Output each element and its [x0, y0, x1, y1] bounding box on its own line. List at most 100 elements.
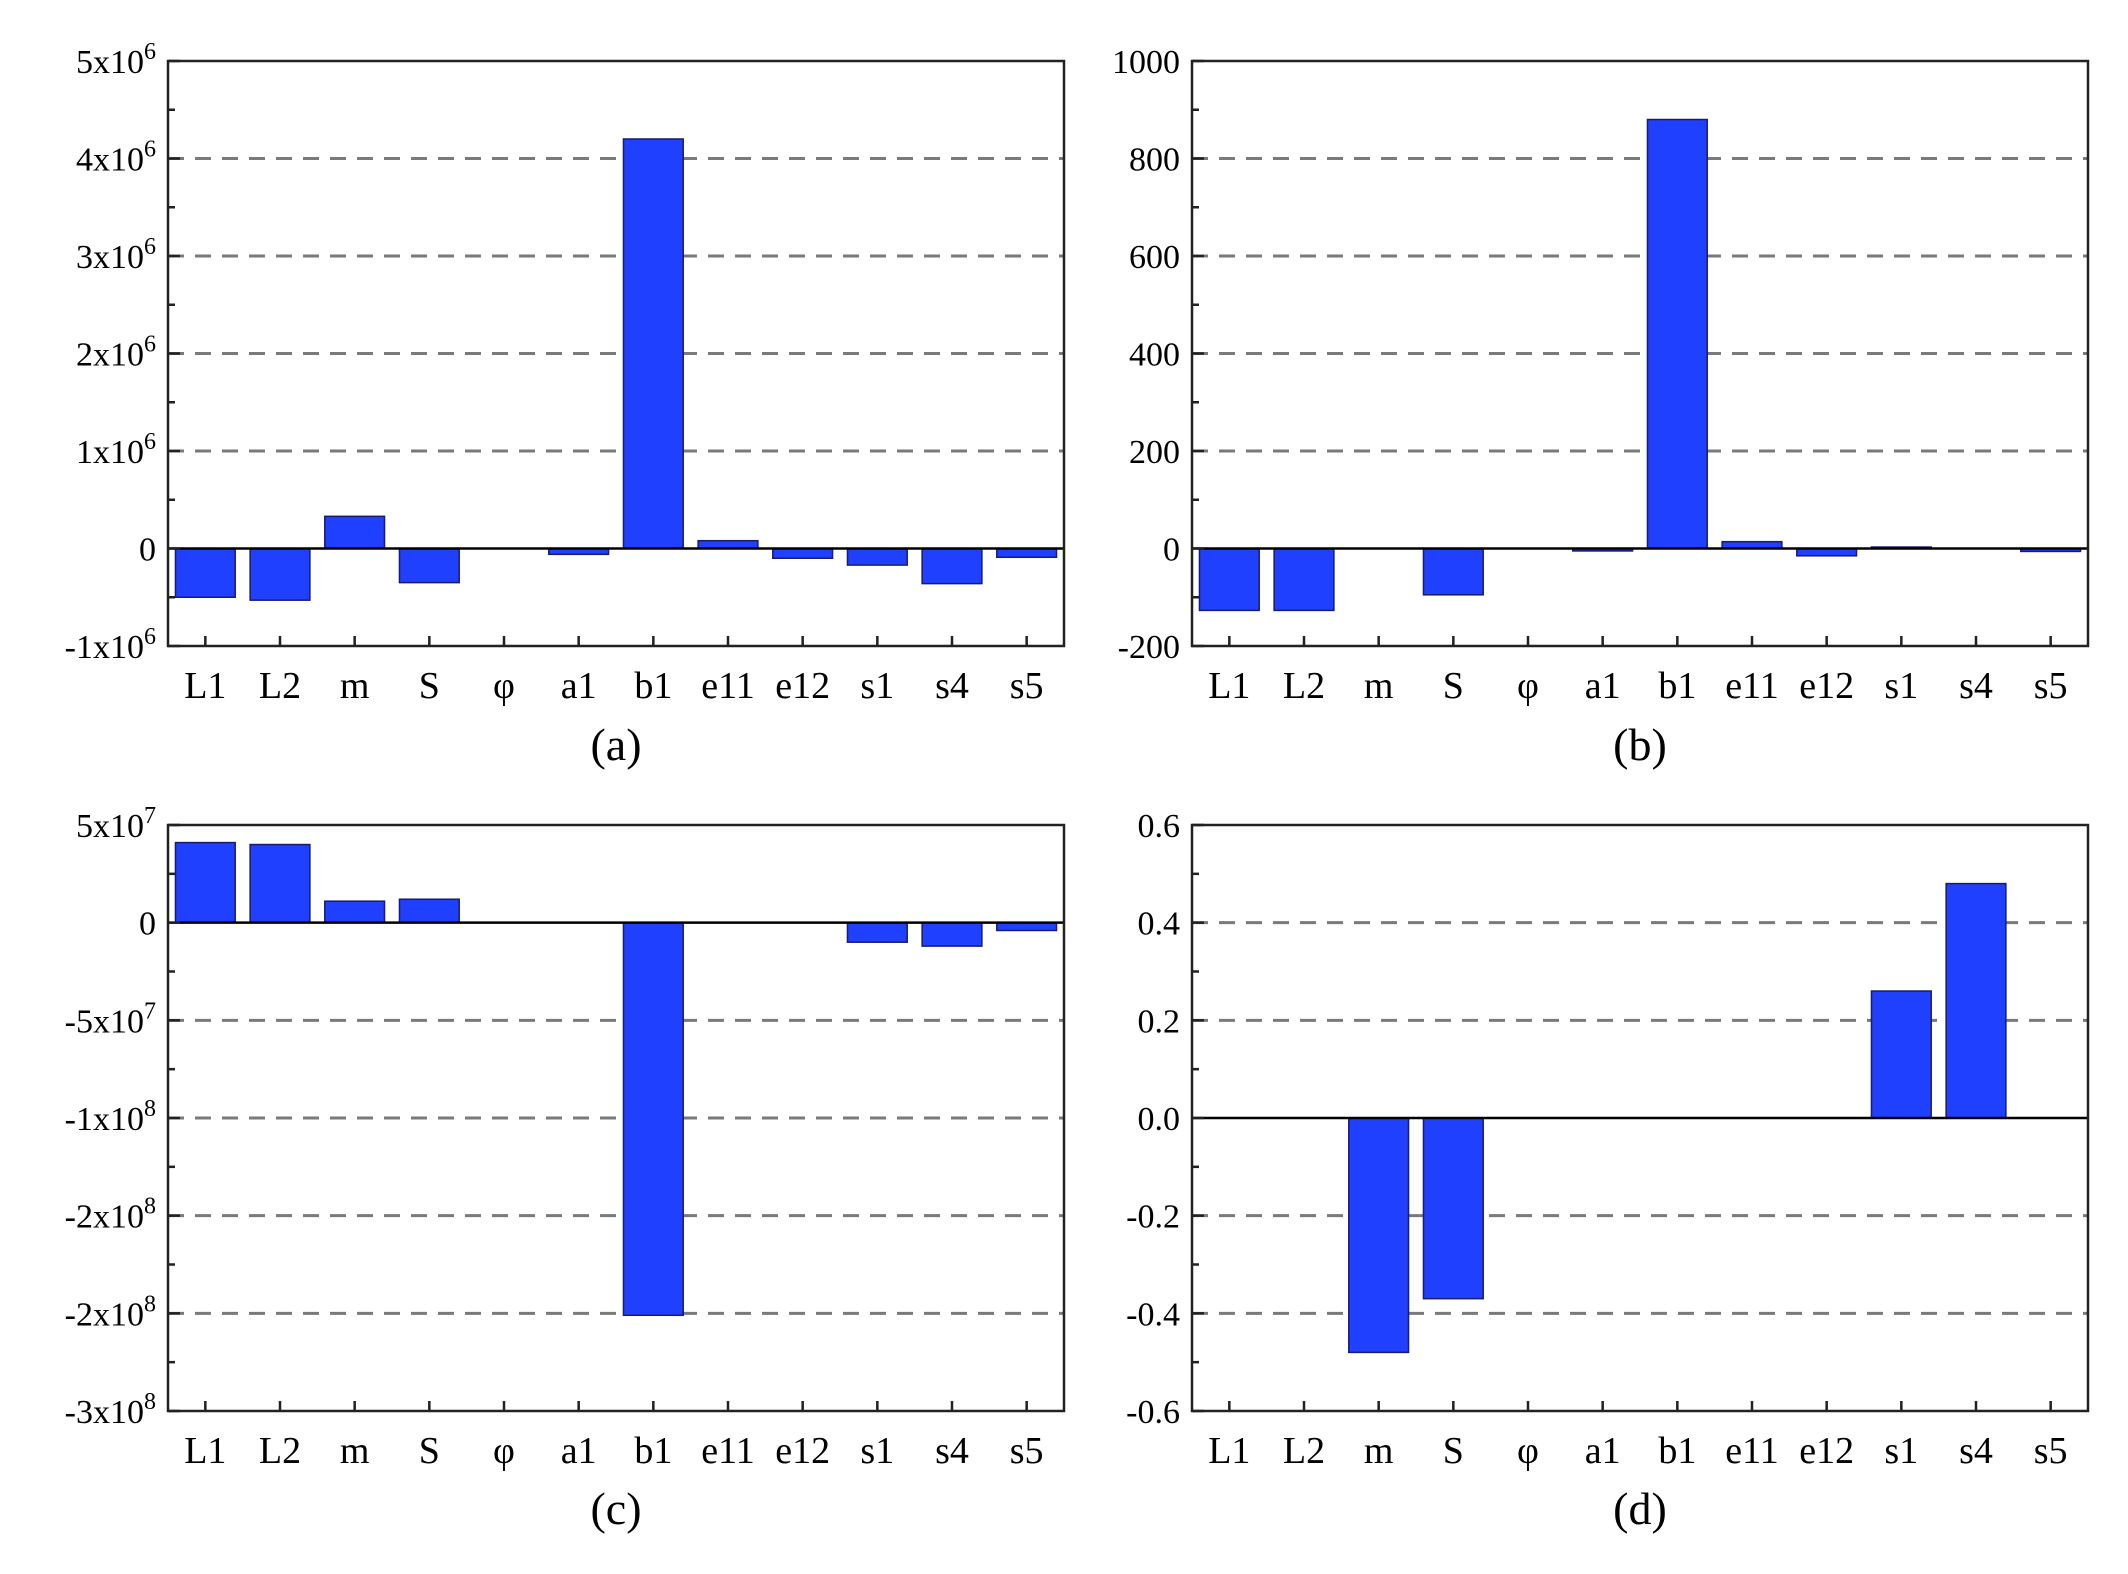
x-category-label: φ: [1517, 1430, 1539, 1472]
x-category-label: s4: [935, 1430, 969, 1472]
bar-s1: [1870, 990, 1932, 1119]
x-category-label: m: [340, 1430, 370, 1472]
x-category-label: s4: [1959, 665, 1993, 707]
x-category-label: S: [419, 1430, 440, 1472]
x-category-label: s5: [2034, 1430, 2068, 1472]
y-tick-label: -1x106: [65, 624, 156, 666]
y-tick-label: 4x106: [76, 137, 156, 179]
x-category-label: e12: [775, 1430, 830, 1472]
bar-S: [1422, 547, 1484, 596]
x-category-label: φ: [1517, 665, 1539, 707]
bar-S: [1422, 1117, 1484, 1300]
y-tick-label: -0.4: [1126, 1296, 1180, 1333]
x-category-label: S: [1443, 1430, 1464, 1472]
x-category-label: e11: [1725, 665, 1778, 707]
x-category-label: L1: [1208, 1430, 1250, 1472]
bar-b1: [622, 138, 684, 550]
y-tick-label: 5x107: [76, 803, 156, 845]
panel-caption: (a): [590, 719, 641, 770]
x-category-label: b1: [634, 665, 672, 707]
x-category-label: s1: [860, 665, 894, 707]
bar-s1: [846, 547, 908, 566]
panel-caption: (b): [1613, 719, 1667, 770]
x-category-label: L2: [259, 1430, 301, 1472]
y-tick-label: 800: [1129, 142, 1180, 179]
bar-L2: [249, 547, 311, 601]
x-category-label: e11: [701, 1430, 754, 1472]
x-category-label: s5: [2034, 665, 2068, 707]
x-category-label: s5: [1010, 1430, 1044, 1472]
x-category-label: L2: [1283, 1430, 1325, 1472]
y-tick-label: 0: [139, 532, 156, 569]
bar-m: [324, 515, 386, 550]
y-tick-label: 1x106: [76, 429, 156, 471]
x-category-label: φ: [493, 1430, 515, 1472]
y-tick-label: -0.2: [1126, 1199, 1180, 1236]
panel-caption: (c): [590, 1483, 641, 1534]
x-category-label: s1: [860, 1430, 894, 1472]
y-tick-label: 1000: [1112, 44, 1180, 81]
bar-s5: [996, 547, 1058, 559]
y-tick-label: -2x108: [65, 1291, 156, 1333]
y-tick-label: 400: [1129, 337, 1180, 374]
x-category-label: L1: [184, 1430, 226, 1472]
y-tick-label: 2x106: [76, 332, 156, 374]
y-tick-label: -2x108: [65, 1194, 156, 1236]
panel-c: -3x108 -2x108 -2x108 -1x108 -5x107 0 5x107 L1 L2…: [65, 803, 1066, 1534]
x-category-label: φ: [493, 665, 515, 707]
x-category-label: b1: [1658, 665, 1696, 707]
x-category-label: e12: [775, 665, 830, 707]
bar-L2: [1273, 547, 1335, 612]
y-tick-label: -5x107: [65, 998, 156, 1040]
x-category-label: s1: [1884, 665, 1918, 707]
y-tick-label: -1x108: [65, 1096, 156, 1138]
x-category-label: a1: [561, 1430, 597, 1472]
y-tick-label: -200: [1118, 629, 1180, 666]
bar-e12: [772, 547, 834, 559]
x-category-label: s4: [1959, 1430, 1993, 1472]
bar-s4: [921, 921, 983, 947]
x-category-label: L1: [1208, 665, 1250, 707]
x-category-label: m: [340, 665, 370, 707]
x-category-label: b1: [1658, 1430, 1696, 1472]
panel-caption: (d): [1613, 1483, 1667, 1534]
x-category-label: a1: [1585, 665, 1621, 707]
bar-S: [398, 898, 460, 924]
bar-m: [1348, 1117, 1410, 1354]
x-category-label: L2: [259, 665, 301, 707]
x-category-label: m: [1364, 665, 1394, 707]
x-category-label: s1: [1884, 1430, 1918, 1472]
bar-S: [398, 547, 460, 584]
y-tick-label: 5x106: [76, 39, 156, 81]
y-tick-label: 0.4: [1138, 906, 1181, 943]
x-category-label: L1: [184, 665, 226, 707]
bar-b1: [1646, 118, 1708, 550]
x-category-label: s5: [1010, 665, 1044, 707]
x-category-label: S: [1443, 665, 1464, 707]
bar-L2: [249, 843, 311, 924]
bar-L1: [174, 547, 236, 598]
x-category-label: e11: [701, 665, 754, 707]
bar-s1: [846, 921, 908, 943]
x-category-label: s4: [935, 665, 969, 707]
y-tick-label: 3x106: [76, 234, 156, 276]
y-tick-label: 200: [1129, 434, 1180, 471]
y-tick-label: -3x108: [65, 1389, 156, 1431]
bar-L1: [1198, 547, 1260, 612]
bar-L1: [174, 841, 236, 924]
x-category-label: a1: [561, 665, 597, 707]
x-category-label: a1: [1585, 1430, 1621, 1472]
x-category-label: S: [419, 665, 440, 707]
y-tick-label: 0.6: [1138, 808, 1181, 845]
x-category-label: e11: [1725, 1430, 1778, 1472]
y-tick-label: -0.6: [1126, 1394, 1180, 1431]
bar-b1: [622, 921, 684, 1317]
bar-s4: [1945, 882, 2007, 1119]
x-category-label: e12: [1799, 665, 1854, 707]
y-tick-label: 0.0: [1138, 1101, 1181, 1138]
bar-s4: [921, 547, 983, 585]
